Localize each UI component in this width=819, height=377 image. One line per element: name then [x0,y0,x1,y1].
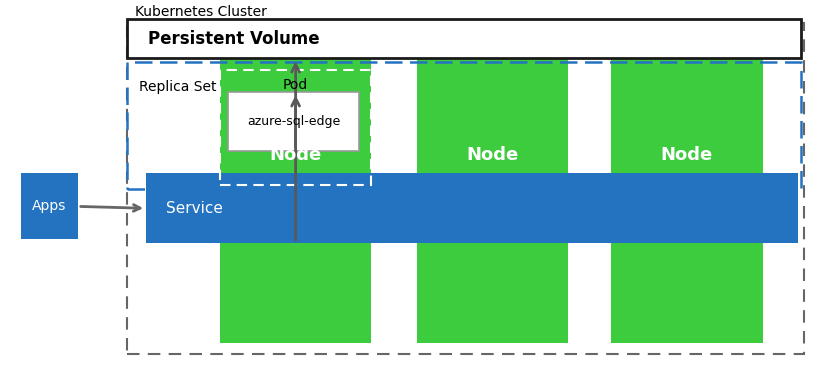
Text: Persistent Volume: Persistent Volume [147,30,319,48]
Bar [127,23,803,354]
Bar [219,70,371,185]
Bar [20,173,78,239]
Bar [610,49,762,173]
Bar [610,241,762,343]
Text: Node: Node [269,146,321,164]
Text: Pod: Pod [283,78,308,92]
Text: Replica Set: Replica Set [139,80,217,94]
Text: Service: Service [166,201,223,216]
Bar [416,49,568,173]
Bar [219,49,371,173]
Bar [228,92,359,151]
Text: Node: Node [466,146,518,164]
Text: azure-sql-edge: azure-sql-edge [247,115,340,128]
Bar [127,19,800,58]
Text: Node: Node [660,146,712,164]
Text: Apps: Apps [32,199,66,213]
Bar [146,173,797,243]
Bar [127,62,800,188]
Bar [219,241,371,343]
Bar [416,241,568,343]
Text: Kubernetes Cluster: Kubernetes Cluster [135,5,267,19]
